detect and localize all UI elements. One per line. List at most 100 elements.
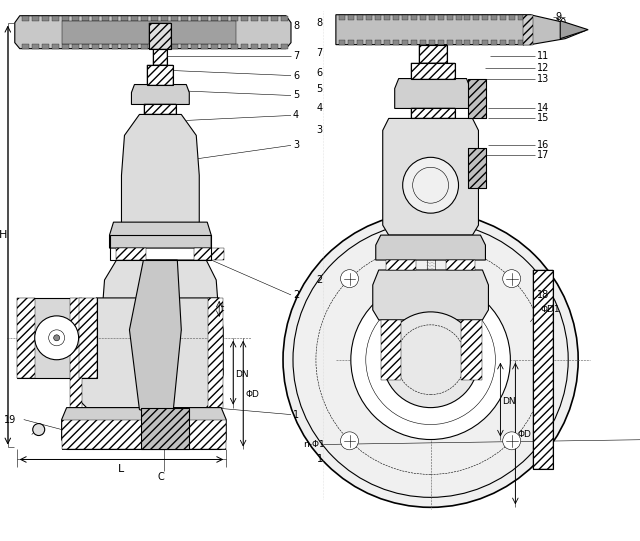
Circle shape: [502, 432, 521, 450]
Text: 9: 9: [556, 12, 561, 22]
Polygon shape: [393, 39, 399, 45]
Polygon shape: [339, 15, 345, 19]
Polygon shape: [122, 44, 129, 49]
Polygon shape: [483, 39, 488, 45]
Polygon shape: [384, 39, 390, 45]
Text: 4: 4: [317, 103, 323, 114]
Polygon shape: [474, 39, 479, 45]
Polygon shape: [465, 39, 470, 45]
Text: 4: 4: [293, 110, 299, 121]
Circle shape: [340, 269, 358, 288]
Polygon shape: [402, 39, 408, 45]
Polygon shape: [366, 39, 372, 45]
Polygon shape: [509, 39, 515, 45]
Polygon shape: [22, 16, 29, 21]
Text: 8: 8: [317, 18, 323, 28]
Polygon shape: [383, 118, 479, 235]
Bar: [141, 407, 189, 450]
Text: 17: 17: [538, 150, 550, 160]
Polygon shape: [42, 16, 49, 21]
Bar: [141, 407, 189, 450]
Circle shape: [340, 432, 358, 450]
Polygon shape: [70, 298, 223, 407]
Bar: [411, 108, 454, 118]
Bar: [524, 15, 533, 45]
Bar: [468, 78, 486, 118]
Polygon shape: [131, 84, 189, 104]
Polygon shape: [411, 39, 417, 45]
Bar: [147, 64, 173, 84]
Bar: [445, 260, 476, 270]
Text: 2: 2: [293, 290, 300, 300]
Polygon shape: [411, 15, 417, 19]
Polygon shape: [181, 44, 188, 49]
Bar: [419, 45, 447, 63]
Polygon shape: [438, 15, 444, 19]
Bar: [208, 298, 223, 407]
Polygon shape: [241, 44, 248, 49]
Polygon shape: [395, 78, 470, 108]
Text: 18: 18: [538, 290, 550, 300]
Polygon shape: [375, 15, 381, 19]
Text: 6: 6: [293, 70, 299, 81]
Polygon shape: [372, 270, 488, 320]
Text: t: t: [221, 305, 225, 313]
Text: DN: DN: [502, 397, 516, 406]
Polygon shape: [141, 16, 148, 21]
Text: 12: 12: [538, 63, 550, 72]
Polygon shape: [152, 16, 158, 21]
Bar: [468, 148, 486, 188]
Polygon shape: [109, 222, 211, 248]
Polygon shape: [261, 16, 268, 21]
Polygon shape: [518, 15, 524, 19]
Circle shape: [35, 316, 79, 360]
Circle shape: [283, 212, 578, 507]
Bar: [411, 63, 454, 78]
Polygon shape: [15, 16, 291, 49]
Polygon shape: [131, 44, 138, 49]
Bar: [149, 23, 172, 49]
Text: L: L: [118, 464, 125, 474]
Polygon shape: [102, 16, 109, 21]
Polygon shape: [129, 260, 181, 414]
Polygon shape: [152, 44, 158, 49]
Text: 16: 16: [538, 140, 550, 150]
Bar: [411, 108, 454, 118]
Text: 3: 3: [293, 140, 299, 150]
Polygon shape: [2, 1, 321, 540]
Bar: [61, 420, 226, 450]
Polygon shape: [61, 407, 226, 450]
Text: 14: 14: [538, 103, 550, 114]
Polygon shape: [447, 15, 452, 19]
Polygon shape: [560, 21, 588, 38]
Text: 5: 5: [293, 90, 300, 101]
Polygon shape: [456, 39, 461, 45]
Circle shape: [351, 280, 510, 439]
Polygon shape: [231, 44, 238, 49]
Polygon shape: [429, 39, 435, 45]
Bar: [468, 148, 486, 188]
Text: 10: 10: [556, 18, 568, 28]
Polygon shape: [122, 16, 129, 21]
Text: 5: 5: [317, 83, 323, 94]
Polygon shape: [339, 39, 345, 45]
Polygon shape: [281, 16, 288, 21]
Polygon shape: [438, 39, 444, 45]
Polygon shape: [181, 16, 188, 21]
Text: 13: 13: [538, 74, 550, 83]
Polygon shape: [172, 16, 179, 21]
Circle shape: [383, 312, 479, 407]
Text: 6: 6: [317, 68, 323, 77]
Polygon shape: [348, 15, 354, 19]
Polygon shape: [348, 39, 354, 45]
Text: 1: 1: [317, 454, 323, 465]
Polygon shape: [141, 44, 148, 49]
Polygon shape: [92, 44, 99, 49]
Bar: [411, 63, 454, 78]
Polygon shape: [500, 39, 506, 45]
Polygon shape: [102, 44, 109, 49]
Bar: [195, 248, 224, 260]
Polygon shape: [72, 44, 79, 49]
Polygon shape: [420, 15, 426, 19]
Polygon shape: [376, 235, 486, 260]
